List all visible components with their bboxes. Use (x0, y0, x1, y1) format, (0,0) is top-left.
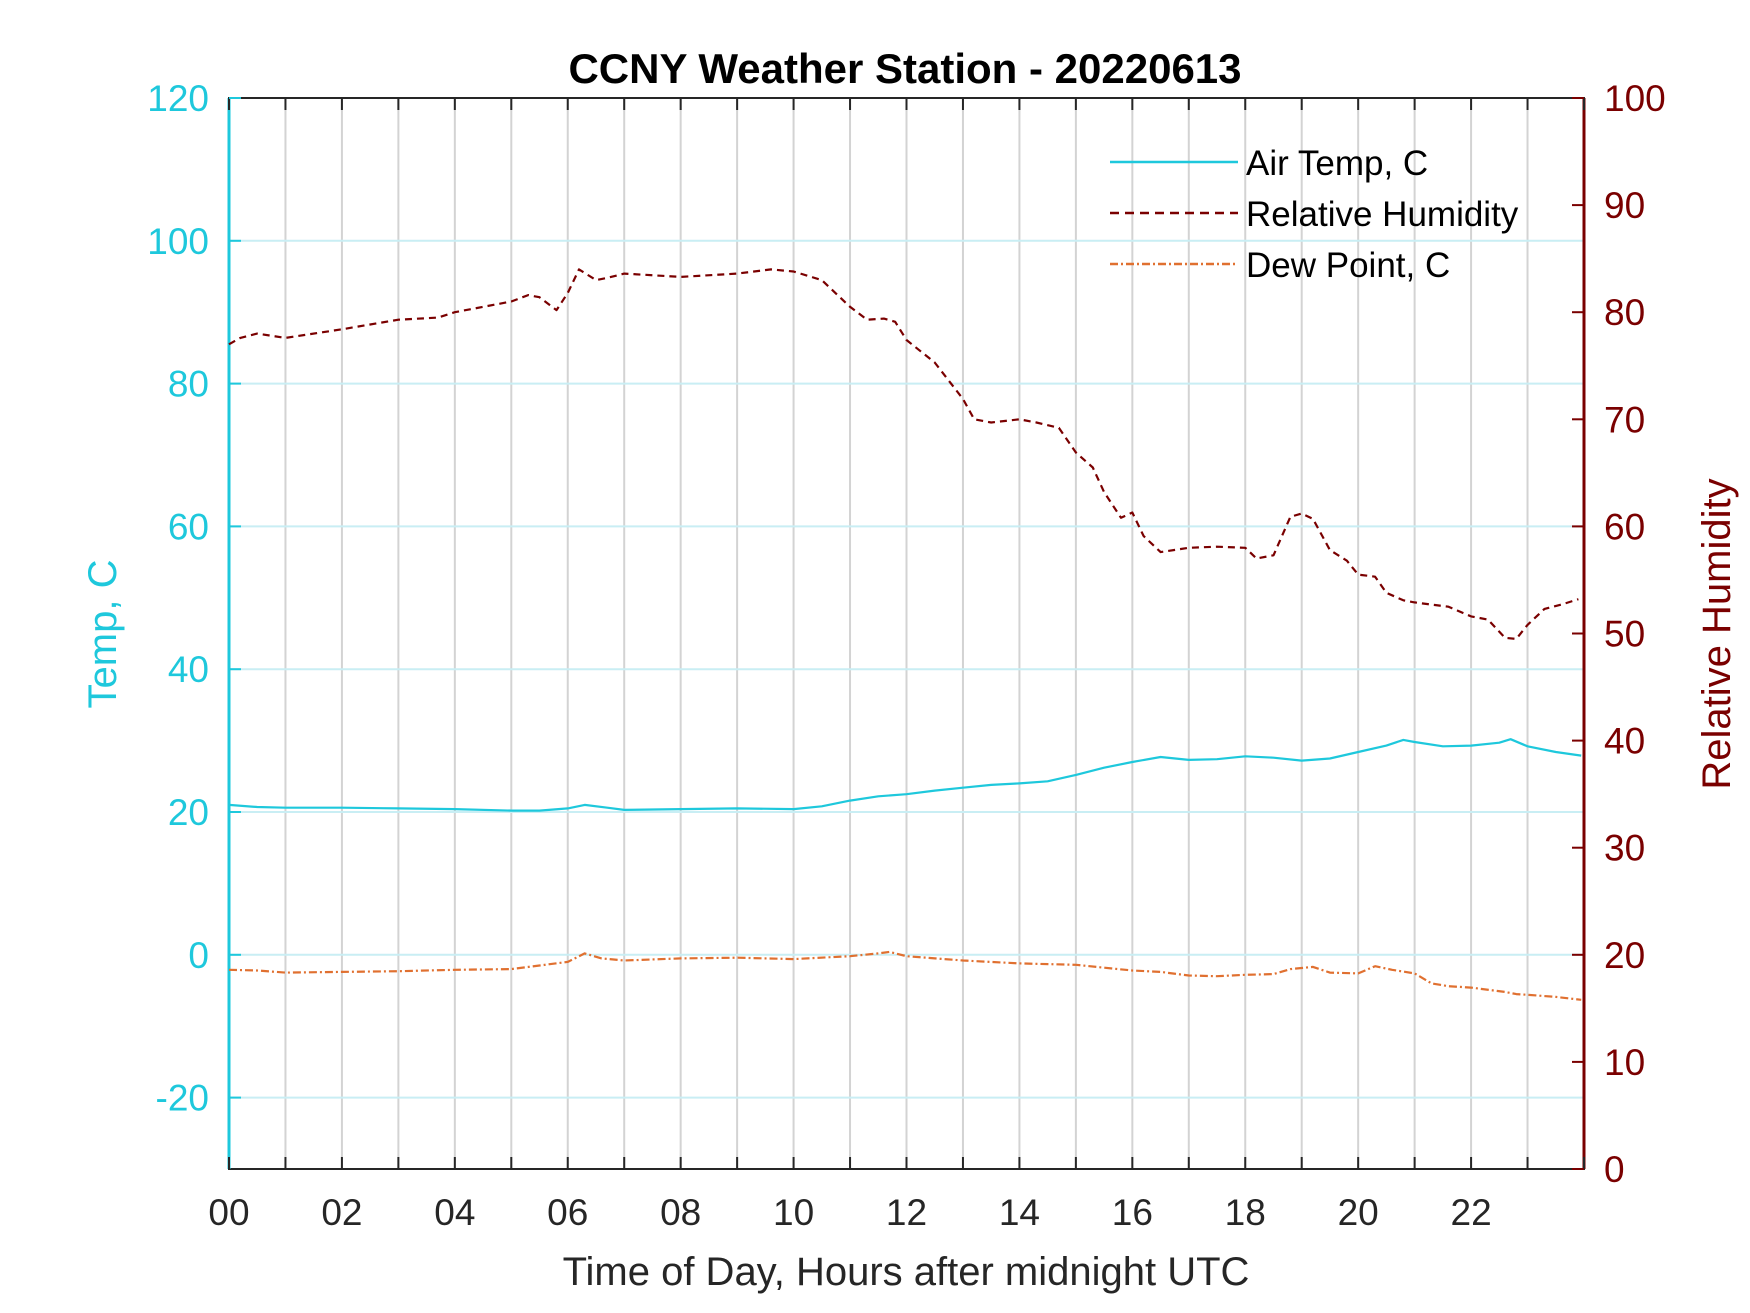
series-line-dew-point (228, 950, 1582, 1001)
legend: Air Temp, C Relative Humidity Dew Point,… (1110, 144, 1519, 285)
y-left-tick-label: 60 (168, 506, 209, 547)
x-tick-label: 14 (999, 1192, 1040, 1233)
chart-title: CCNY Weather Station - 20220613 (568, 45, 1241, 92)
y-right-tick-label: 60 (1604, 506, 1645, 547)
y-right-tick-label: 40 (1604, 721, 1645, 762)
y-left-tick-label: 100 (147, 221, 209, 262)
tick-labels: 00 02 04 06 08 10 12 14 16 18 20 22-200204060801001… (147, 78, 1665, 1233)
y-right-tick-label: 30 (1604, 828, 1645, 869)
x-axis-label: Time of Day, Hours after midnight UTC (563, 1250, 1250, 1294)
y-right-tick-label: 10 (1604, 1042, 1645, 1083)
x-tick-label: 16 (1112, 1192, 1153, 1233)
series-line-relative-humidity (228, 268, 1579, 641)
y-left-tick-label: 0 (188, 935, 209, 976)
tick-marks (228, 97, 1585, 1170)
legend-label-relative-humidity: Relative Humidity (1246, 195, 1519, 234)
x-tick-label: 22 (1451, 1192, 1492, 1233)
x-tick-label: 20 (1338, 1192, 1379, 1233)
y-axis-left-label: Temp, C (81, 560, 125, 709)
series-lines (228, 268, 1582, 1001)
y-right-tick-label: 20 (1604, 935, 1645, 976)
grid (229, 98, 1584, 1169)
x-tick-label: 10 (773, 1192, 814, 1233)
x-tick-label: 18 (1225, 1192, 1266, 1233)
series-line-air-temp (228, 738, 1582, 812)
y-right-tick-label: 0 (1604, 1149, 1625, 1190)
y-left-tick-label: -20 (156, 1078, 209, 1119)
x-tick-label: 02 (321, 1192, 362, 1233)
x-tick-label: 04 (434, 1192, 475, 1233)
legend-label-air-temp: Air Temp, C (1246, 144, 1428, 183)
legend-label-dew-point: Dew Point, C (1246, 246, 1450, 285)
x-tick-label: 12 (886, 1192, 927, 1233)
x-tick-label: 06 (547, 1192, 588, 1233)
y-right-tick-label: 90 (1604, 185, 1645, 226)
y-left-tick-label: 40 (168, 649, 209, 690)
y-right-tick-label: 100 (1604, 78, 1666, 119)
y-right-tick-label: 70 (1604, 399, 1645, 440)
y-axis-right-label: Relative Humidity (1695, 478, 1739, 789)
y-right-tick-label: 50 (1604, 614, 1645, 655)
y-right-tick-label: 80 (1604, 292, 1645, 333)
y-left-tick-label: 80 (168, 364, 209, 405)
y-left-tick-label: 120 (147, 78, 209, 119)
x-tick-label: 00 (208, 1192, 249, 1233)
x-tick-label: 08 (660, 1192, 701, 1233)
y-left-tick-label: 20 (168, 792, 209, 833)
